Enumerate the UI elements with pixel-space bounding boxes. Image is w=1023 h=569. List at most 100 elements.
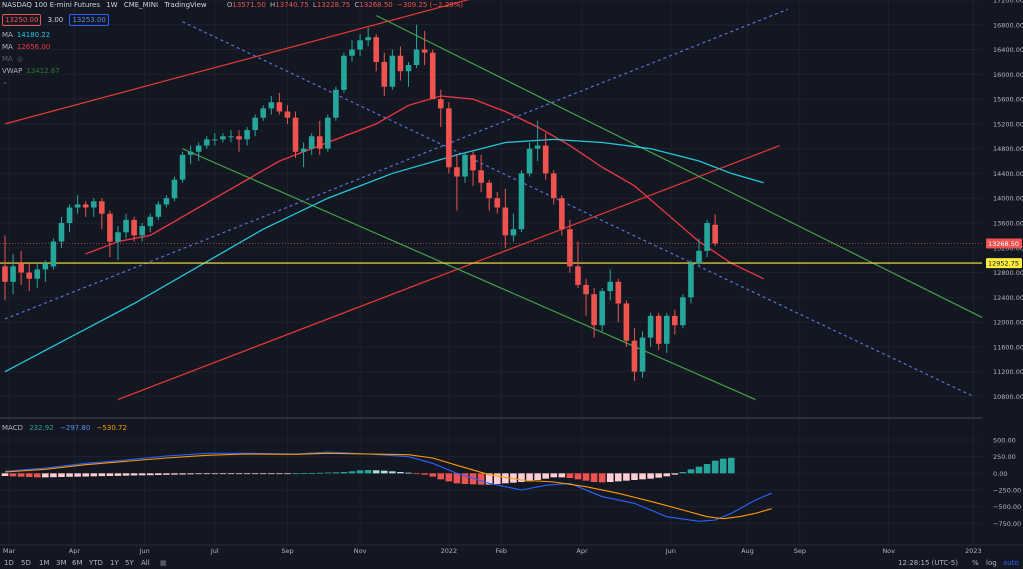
range-1y[interactable]: 1Y bbox=[110, 559, 119, 567]
candle-body bbox=[42, 263, 49, 270]
macd-histogram-bar bbox=[1, 473, 9, 476]
candle-body bbox=[341, 55, 347, 90]
range-ytd[interactable]: YTD bbox=[89, 559, 103, 567]
macd-histogram-bar bbox=[558, 473, 566, 478]
macd-histogram-bar bbox=[582, 473, 590, 481]
macd-histogram-bar bbox=[122, 473, 130, 476]
candle-body bbox=[559, 198, 565, 230]
macd-histogram-bar bbox=[227, 473, 235, 475]
blue-dashed-channel-lower bbox=[182, 21, 974, 397]
calendar-range-icon[interactable]: ▦ bbox=[160, 559, 167, 567]
macd-legend[interactable]: MACD 232.92 −297.80 −530.72 bbox=[2, 423, 131, 433]
macd-histogram-bar bbox=[542, 473, 549, 479]
candle-body bbox=[349, 49, 355, 56]
macd-histogram-bar bbox=[687, 469, 695, 474]
price-tick-label: 16000.00 bbox=[993, 71, 1023, 79]
macd-histogram-bar bbox=[380, 470, 388, 474]
blue-dashed-channel-upper bbox=[4, 8, 789, 320]
macd-histogram-bar bbox=[146, 473, 154, 476]
macd-histogram-bar bbox=[276, 473, 283, 475]
range-5d[interactable]: 5D bbox=[21, 559, 31, 567]
macd-histogram-bar bbox=[389, 471, 396, 474]
price-tick-label: 16400.00 bbox=[993, 46, 1023, 54]
log-toggle[interactable]: log bbox=[986, 559, 997, 567]
price-tick-label: 14800.00 bbox=[993, 145, 1023, 153]
eye-off-icon[interactable]: ◎ bbox=[16, 55, 23, 63]
interval-label[interactable]: 1W bbox=[106, 1, 118, 9]
candle-body bbox=[325, 117, 331, 149]
green-channel-upper bbox=[375, 14, 998, 326]
candle-body bbox=[381, 61, 388, 87]
range-6m[interactable]: 6M bbox=[72, 559, 83, 567]
range-1d[interactable]: 1D bbox=[4, 559, 14, 567]
candle-body bbox=[187, 151, 194, 155]
indicator-vwap[interactable]: VWAP 13412.67 bbox=[2, 66, 64, 76]
candle-body bbox=[550, 173, 557, 199]
macd-histogram-bar bbox=[526, 473, 533, 482]
ask-badge[interactable]: 13253.00 bbox=[69, 14, 109, 26]
macd-histogram-bar bbox=[268, 473, 275, 475]
macd-histogram-bar bbox=[42, 473, 49, 478]
price-axis[interactable]: 10800.00 11200.00 11600.00 12000.00 12400.00… bbox=[982, 0, 1023, 557]
candle-body bbox=[252, 117, 258, 131]
candle-body bbox=[413, 49, 420, 66]
macd-histogram-bar bbox=[50, 473, 57, 478]
candle-body bbox=[615, 281, 622, 304]
candle-body bbox=[316, 136, 323, 149]
indicator-ma-3[interactable]: MA ◎ bbox=[2, 54, 27, 64]
range-5y[interactable]: 5Y bbox=[125, 559, 134, 567]
auto-toggle[interactable]: auto bbox=[1003, 559, 1019, 567]
macd-tick-label: 250.00 bbox=[993, 453, 1016, 461]
indicator-ma-1[interactable]: MA 14180.22 bbox=[2, 30, 54, 40]
indicator-name: MA bbox=[2, 43, 13, 51]
candle-body bbox=[575, 266, 581, 285]
macd-hist-value: 232.92 bbox=[29, 424, 54, 432]
macd-histogram-bar bbox=[639, 473, 646, 480]
candle-body bbox=[397, 55, 404, 72]
symbol-name[interactable]: NASDAQ 100 E-mini Futures bbox=[2, 1, 100, 9]
macd-histogram-bar bbox=[413, 473, 420, 475]
candle-body bbox=[510, 229, 517, 236]
candle-body bbox=[220, 136, 226, 140]
indicator-value: 12656.00 bbox=[16, 43, 51, 51]
range-all[interactable]: All bbox=[141, 559, 150, 567]
price-tick-label: 12000.00 bbox=[993, 319, 1023, 327]
macd-histogram-bar bbox=[138, 473, 146, 476]
symbol-header: NASDAQ 100 E-mini Futures 1W CME_MINI Tr… bbox=[2, 0, 471, 10]
bid-badge[interactable]: 13250.00 bbox=[2, 14, 42, 26]
candle-body bbox=[478, 170, 484, 183]
macd-histogram-bar bbox=[82, 473, 89, 477]
candle-body bbox=[712, 224, 718, 244]
percent-toggle[interactable]: % bbox=[972, 559, 979, 567]
macd-histogram-bar bbox=[429, 473, 437, 477]
macd-histogram-bar bbox=[534, 473, 541, 480]
time-tick-label: Sep bbox=[281, 547, 293, 555]
macd-histogram-bar bbox=[17, 473, 25, 477]
candle-body bbox=[34, 269, 41, 279]
macd-histogram-bar bbox=[106, 473, 114, 476]
collapse-legend-button[interactable]: ⌃ bbox=[2, 80, 12, 90]
high-value: 13740.75 bbox=[275, 1, 309, 9]
candle-body bbox=[672, 315, 678, 326]
range-3m[interactable]: 3M bbox=[56, 559, 67, 567]
macd-histogram-bar bbox=[510, 473, 517, 483]
range-1m[interactable]: 1M bbox=[39, 559, 50, 567]
chevron-up-icon: ⌃ bbox=[2, 81, 8, 89]
macd-line-value: −297.80 bbox=[59, 424, 91, 432]
macd-histogram-bar bbox=[163, 473, 170, 475]
candle-body bbox=[212, 139, 218, 141]
price-tick-label: 12400.00 bbox=[993, 294, 1023, 302]
indicator-value: 14180.22 bbox=[16, 31, 51, 39]
indicator-ma-2[interactable]: MA 12656.00 bbox=[2, 42, 54, 52]
red-channel-upper bbox=[4, 0, 470, 125]
candle-body bbox=[357, 40, 363, 50]
candle-body bbox=[308, 136, 315, 149]
macd-histogram-bar bbox=[284, 473, 291, 475]
macd-histogram-bar bbox=[598, 473, 606, 483]
clock-readout[interactable]: 12:28:15 (UTC-5) bbox=[898, 559, 958, 567]
candle-body bbox=[333, 89, 339, 118]
macd-histogram-bar bbox=[58, 473, 65, 477]
time-axis[interactable]: Mar Apr Jun Jul Sep Nov 2022 Feb Apr Jun Aug Sep Nov… bbox=[0, 544, 1023, 555]
candle-body bbox=[276, 102, 283, 112]
